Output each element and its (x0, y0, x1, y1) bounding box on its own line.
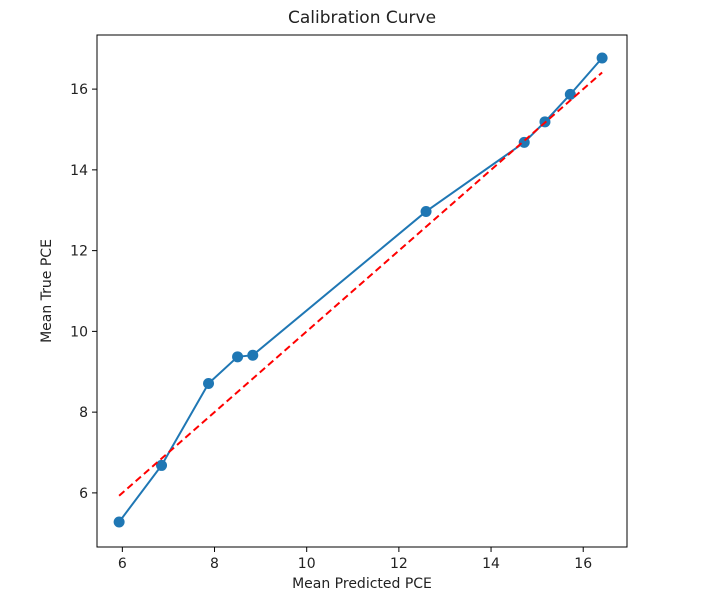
data-point (113, 516, 125, 528)
perfect-calibration-line (118, 71, 603, 497)
x-tick-label: 6 (118, 556, 127, 572)
y-axis-label: Mean True PCE (39, 239, 55, 343)
y-tick-label: 10 (70, 324, 88, 340)
x-tick-label: 16 (574, 556, 592, 572)
data-point (420, 205, 432, 217)
x-axis-label: Mean Predicted PCE (292, 576, 432, 592)
data-point (596, 52, 608, 64)
x-tick-label: 10 (298, 556, 316, 572)
data-point (156, 459, 168, 471)
data-point (232, 351, 244, 363)
x-tick-label: 8 (210, 556, 219, 572)
y-tick-label: 16 (70, 82, 88, 98)
calibration-line (118, 57, 603, 523)
data-point (564, 88, 576, 100)
x-tick-label: 12 (390, 556, 408, 572)
chart-title: Calibration Curve (288, 8, 436, 28)
y-tick-label: 8 (79, 405, 88, 421)
y-tick-label: 6 (79, 486, 88, 502)
y-tick-label: 14 (70, 163, 88, 179)
data-point (203, 377, 215, 389)
x-tick-label: 14 (482, 556, 500, 572)
y-tick-label: 12 (70, 244, 88, 260)
data-point (247, 349, 259, 361)
plot-frame (96, 34, 628, 548)
